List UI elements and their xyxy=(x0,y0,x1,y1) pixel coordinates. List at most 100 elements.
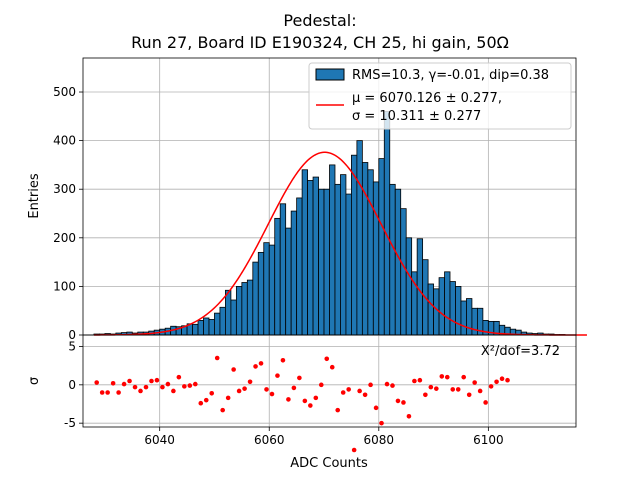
histogram-bar xyxy=(225,289,232,336)
residual-y-ticks: -5 0 5 xyxy=(64,340,83,430)
residual-point xyxy=(368,382,373,388)
histogram-bar xyxy=(433,288,440,336)
x-tick-label: 6060 xyxy=(254,433,285,447)
fit-curve xyxy=(93,151,587,336)
histogram-bar xyxy=(394,188,402,336)
histogram-bar xyxy=(252,261,259,336)
residual-point xyxy=(149,378,154,384)
residual-point xyxy=(187,383,193,388)
residual-y-tick-label: 0 xyxy=(68,378,76,392)
histogram-bar xyxy=(455,286,462,336)
residual-point xyxy=(160,384,165,390)
histogram-bar xyxy=(246,279,254,336)
residual-point xyxy=(176,374,182,380)
histogram-bar xyxy=(192,323,199,336)
histogram-bar xyxy=(230,299,237,336)
histogram-bar xyxy=(290,210,298,336)
histogram-bar xyxy=(400,208,407,336)
residual-point xyxy=(220,407,225,413)
residual-point xyxy=(291,385,297,391)
histogram-bar xyxy=(389,183,396,336)
main-y-tick-label: 400 xyxy=(53,134,76,148)
histogram-bar xyxy=(351,154,358,336)
residual-point xyxy=(439,374,445,379)
residual-point xyxy=(444,374,450,380)
residual-point xyxy=(236,388,242,394)
residual-point xyxy=(121,381,127,387)
residual-point xyxy=(154,377,160,383)
histogram-bar xyxy=(444,271,451,336)
histogram-bar xyxy=(318,188,325,336)
residual-point xyxy=(116,390,121,395)
x-tick-label: 6040 xyxy=(144,433,175,447)
main-y-tick-label: 200 xyxy=(53,231,76,245)
residual-point xyxy=(258,361,264,366)
residual-point xyxy=(461,374,467,380)
residual-point xyxy=(225,395,231,401)
histogram-bar xyxy=(460,300,467,336)
residual-point xyxy=(214,355,220,361)
residual-point xyxy=(329,364,335,370)
histogram-bar xyxy=(203,317,210,336)
residual-point xyxy=(401,400,406,405)
residual-point xyxy=(384,381,390,387)
residual-point xyxy=(105,390,110,395)
residual-point xyxy=(428,384,434,390)
histogram-bar xyxy=(323,188,330,336)
histogram-bar xyxy=(235,286,243,336)
residual-point xyxy=(198,400,204,406)
histogram-bar xyxy=(340,174,347,336)
histogram-bar xyxy=(279,203,287,336)
residual-point xyxy=(412,378,417,384)
histogram-bar xyxy=(268,244,276,336)
residual-point xyxy=(313,395,319,401)
histogram-bar xyxy=(312,176,319,336)
main-y-tick-label: 0 xyxy=(68,328,76,342)
histogram-bar xyxy=(361,162,369,336)
residual-point xyxy=(417,377,423,383)
main-y-tick-label: 500 xyxy=(53,85,76,99)
main-y-ticks: 0 100 200 300 400 500 xyxy=(53,85,83,342)
residual-point xyxy=(302,398,308,404)
histogram-bars xyxy=(93,111,566,336)
residual-axes-frame xyxy=(82,334,577,428)
residual-point xyxy=(165,381,171,387)
residual-point xyxy=(434,386,439,391)
histogram-bar xyxy=(378,158,385,336)
residual-point xyxy=(171,388,176,394)
residual-points xyxy=(94,355,510,453)
histogram-bar xyxy=(416,238,424,336)
residual-point xyxy=(324,356,330,362)
main-y-axis-label: Entries xyxy=(27,173,42,219)
histogram-bar xyxy=(329,164,336,336)
histogram-bar xyxy=(197,320,204,336)
residual-point xyxy=(390,383,395,388)
residual-point xyxy=(297,375,302,381)
legend-fit-label-line2: σ = 10.311 ± 0.277 xyxy=(352,109,481,124)
chart-title-line1: Pedestal: xyxy=(283,11,357,30)
residual-point xyxy=(466,392,472,398)
residual-point xyxy=(494,379,499,385)
histogram-bar xyxy=(301,169,308,336)
residual-point xyxy=(335,407,341,413)
histogram-bar xyxy=(307,180,314,336)
main-y-tick-label: 100 xyxy=(53,279,76,293)
histogram-bar xyxy=(274,217,281,336)
residual-point xyxy=(362,392,368,398)
residual-point xyxy=(286,397,291,402)
legend-hist-swatch xyxy=(315,68,345,81)
residual-point xyxy=(423,392,428,398)
residual-point xyxy=(242,386,247,391)
histogram-bar xyxy=(367,169,374,336)
histogram-bar xyxy=(372,181,380,336)
residual-point xyxy=(483,400,488,405)
chart-title-line2: Run 27, Board ID E190324, CH 25, hi gain… xyxy=(131,33,509,52)
residual-point xyxy=(94,380,99,385)
residual-y-axis-label: σ xyxy=(27,377,42,385)
histogram-bar xyxy=(214,312,221,336)
residual-point xyxy=(450,387,456,392)
residual-point xyxy=(110,381,116,386)
residual-point xyxy=(406,413,412,419)
residual-point xyxy=(132,384,138,390)
residual-grid xyxy=(83,335,576,427)
